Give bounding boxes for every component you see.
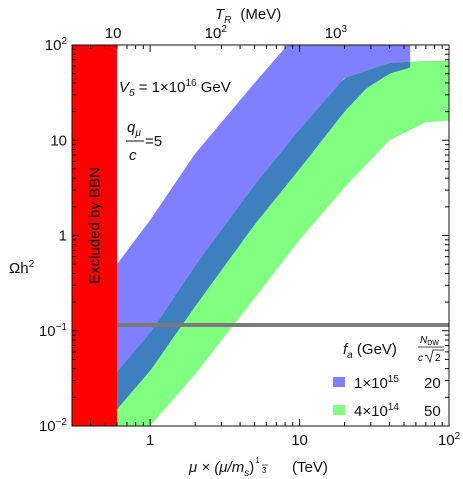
bbn-excluded-region	[72, 45, 117, 426]
bbn-label: Excluded by BBN	[86, 167, 103, 284]
legend-label-fa-1e15: 1×1015	[354, 374, 399, 392]
legend-fa-exp-1: 15	[388, 374, 400, 385]
plot-area	[72, 45, 449, 426]
y-axis-title-main: Ωh	[9, 260, 29, 277]
legend-fa-value-2: 4×10	[354, 403, 388, 420]
y-tick-label-base: 10	[45, 37, 62, 54]
y-tick-label: 1	[59, 228, 67, 245]
y-axis-title-exp: 2	[29, 259, 35, 270]
ratio-q: q	[127, 119, 136, 136]
series-band-overlap	[117, 61, 411, 410]
legend: fa (GeV) NDW c 2 1×1015 20 4×1014 50	[333, 335, 444, 420]
y-tick-label: 102	[45, 36, 68, 54]
x-axis-title-sub: s	[244, 468, 249, 479]
x2-tick-label-exp: 2	[221, 24, 227, 35]
x2-axis-title-unit: (MeV)	[240, 6, 281, 23]
x2-axis-title-var: T	[215, 6, 226, 23]
x-tick-label-exp: 2	[455, 431, 461, 442]
y-tick-label-base: 10	[39, 323, 56, 340]
x-tick-label: 102	[438, 431, 461, 449]
legend-ndw-value-2: 50	[424, 403, 441, 420]
v5-subscript: 5	[129, 88, 135, 99]
y-tick-label-exp: 2	[61, 36, 67, 47]
legend-ndw-value-1: 20	[424, 375, 441, 392]
x2-tick-label-exp: 3	[341, 24, 347, 35]
v5-value: = 1×10	[135, 79, 186, 96]
legend-fa-exp-2: 14	[388, 402, 400, 413]
x-axis-exp-den: 3	[262, 466, 267, 475]
y-tick-label-exp: −2	[56, 417, 68, 428]
ratio-annotation: qμ c =5	[126, 119, 162, 164]
x-tick-label-base: 10	[438, 432, 455, 449]
x2-tick-label: 102	[205, 24, 228, 42]
series-band-fa-4e14	[117, 61, 449, 426]
legend-fa-value-1: 1×10	[354, 375, 388, 392]
x-tick-label: 10	[291, 432, 308, 449]
y-tick-label-exp: −1	[56, 322, 68, 333]
x-axis-title: μ × (μ/ms)1	[188, 456, 260, 479]
v5-annotation: V5 = 1×1016 GeV	[119, 78, 231, 99]
v5-exponent: 16	[185, 78, 197, 89]
x-axis-unit: (TeV)	[292, 459, 328, 476]
x2-axis-title: TR (MeV)	[215, 6, 281, 26]
ratio-value: =5	[145, 133, 162, 150]
y-tick-label: 10−1	[39, 322, 68, 340]
legend-ndw-sub: DW	[427, 340, 439, 347]
ratio-numerator: qμ	[127, 119, 141, 139]
legend-fa-symbol: f	[343, 341, 349, 358]
ratio-mu: μ	[134, 128, 141, 139]
x2-tick-label-base: 10	[205, 25, 222, 42]
legend-swatch-fa-4e14	[333, 405, 345, 415]
legend-ndw-numerator: NDW	[420, 335, 439, 347]
legend-fa-unit: (GeV)	[353, 341, 397, 358]
y-tick-label-base: 10	[39, 418, 56, 435]
y-tick-label: 10−2	[39, 417, 68, 435]
x-axis-title-close: )	[249, 459, 254, 476]
ratio-denominator: c	[129, 147, 137, 164]
x-axis-exp-num: 1	[255, 456, 260, 465]
legend-header-fa: fa (GeV)	[343, 341, 397, 361]
v5-unit: GeV	[197, 79, 231, 96]
y-axis-title: Ωh2	[9, 259, 35, 277]
legend-sqrt-sign	[424, 349, 444, 364]
legend-swatch-fa-1e15	[333, 377, 345, 387]
x-axis-title-var: μ × (μ/m	[188, 459, 244, 476]
y-tick-label: 10	[50, 132, 67, 149]
legend-ndw-root: 2	[435, 353, 441, 364]
x2-tick-label-base: 10	[325, 25, 342, 42]
legend-label-fa-4e14: 4×1014	[354, 402, 399, 420]
legend-ndw-n: N	[420, 335, 428, 346]
legend-fa-subscript: a	[347, 350, 353, 361]
v5-symbol: V	[119, 79, 131, 96]
x-tick-label: 1	[146, 432, 154, 449]
x2-tick-label: 103	[325, 24, 348, 42]
legend-ndw-c: c	[418, 353, 423, 364]
x2-axis-title-sub: R	[224, 15, 231, 26]
x2-tick-label: 10	[105, 25, 122, 42]
